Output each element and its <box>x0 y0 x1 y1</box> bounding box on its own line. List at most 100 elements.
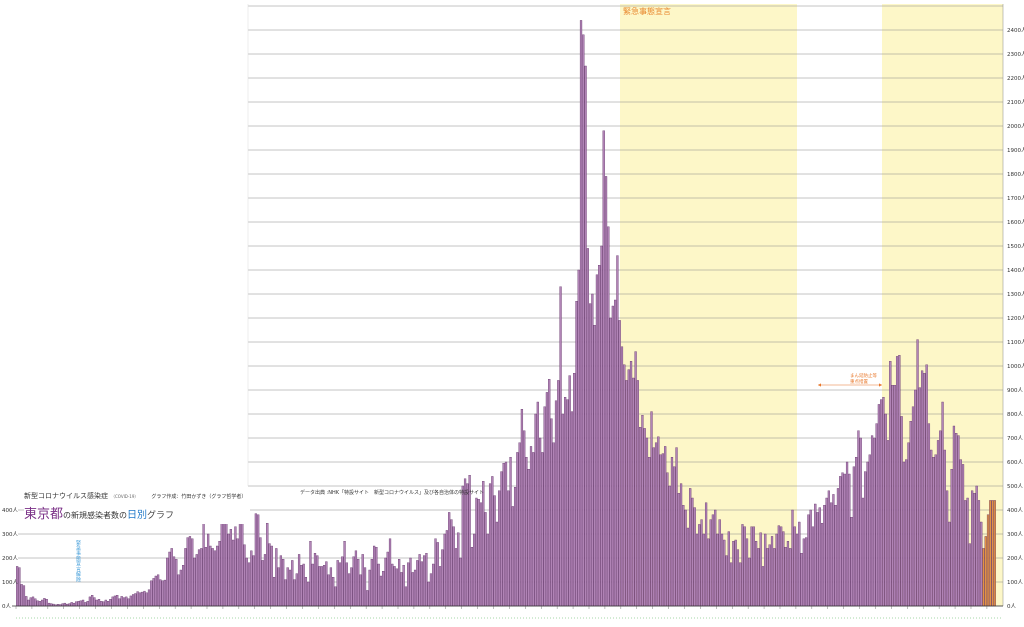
bar <box>245 557 248 607</box>
bar <box>216 545 219 607</box>
bar <box>259 537 262 607</box>
bar <box>930 449 933 607</box>
bar <box>734 539 737 607</box>
bar <box>193 557 196 607</box>
bar <box>141 591 144 607</box>
bar <box>729 562 733 607</box>
bar <box>634 351 637 607</box>
y-tick-label-left: 200人 <box>2 555 18 562</box>
bar <box>254 513 257 607</box>
bar <box>302 563 305 607</box>
bar <box>277 567 280 607</box>
bar <box>329 567 333 607</box>
bar <box>527 469 530 607</box>
bar <box>507 490 510 607</box>
bar <box>38 601 41 607</box>
bar <box>275 548 278 607</box>
bar <box>536 401 539 607</box>
bar <box>125 596 128 607</box>
y-tick-label-right: 400人 <box>1007 507 1023 514</box>
bar <box>91 595 94 607</box>
bar <box>620 346 624 607</box>
bar <box>968 543 971 607</box>
bar <box>36 600 39 607</box>
bar <box>268 543 271 607</box>
bar <box>766 548 769 607</box>
bar <box>679 483 683 607</box>
bar <box>991 500 994 607</box>
subtitle-text: 新型コロナウイルス感染症 <box>24 492 108 500</box>
bar <box>905 459 908 607</box>
bar <box>279 555 283 607</box>
bar <box>482 481 485 607</box>
bar <box>354 550 358 607</box>
bar <box>16 566 19 607</box>
bar <box>129 595 132 607</box>
y-tick-label-right: 2400人 <box>1007 27 1024 34</box>
bar <box>532 452 535 607</box>
bar <box>388 538 392 607</box>
bar <box>504 461 508 607</box>
bar <box>789 548 792 607</box>
bar <box>907 442 910 607</box>
bar <box>172 556 176 607</box>
bar <box>438 566 442 607</box>
bar <box>607 226 610 607</box>
bar <box>411 572 414 607</box>
bar <box>486 533 489 607</box>
y-tick-label-right: 2000人 <box>1007 123 1024 130</box>
bar <box>300 565 303 607</box>
bar <box>182 565 185 607</box>
bar <box>950 469 953 607</box>
bar <box>100 601 103 607</box>
bar <box>134 593 137 607</box>
bar <box>709 519 712 607</box>
y-tick-label-right: 1400人 <box>1007 267 1024 274</box>
y-tick-label-right: 500人 <box>1007 483 1023 490</box>
bar <box>313 553 317 607</box>
bar <box>875 423 878 607</box>
bar <box>732 541 735 607</box>
bar <box>568 375 571 607</box>
bar <box>373 545 376 607</box>
bar <box>645 437 649 607</box>
bar <box>584 65 587 607</box>
bar <box>22 585 26 607</box>
bar <box>161 580 164 607</box>
bar <box>41 599 44 607</box>
bar <box>543 406 546 607</box>
bar <box>959 459 962 607</box>
bar <box>104 599 107 607</box>
bar <box>870 435 874 607</box>
bar <box>579 20 583 607</box>
bar <box>332 577 335 607</box>
bar <box>564 397 567 607</box>
bar <box>297 554 301 607</box>
bar <box>170 548 173 607</box>
bar <box>395 568 398 607</box>
y-tick-label-left: 300人 <box>2 531 18 538</box>
bar <box>18 567 21 607</box>
bar <box>586 248 589 607</box>
bar <box>541 452 544 607</box>
bar <box>886 440 890 607</box>
bar <box>589 303 592 607</box>
bar <box>152 578 155 607</box>
bar <box>943 449 946 607</box>
bar <box>689 488 692 607</box>
y-tick-label-left: 100人 <box>2 579 18 586</box>
bar <box>307 581 310 607</box>
bar <box>693 507 696 607</box>
bar <box>363 567 367 607</box>
bar <box>773 548 776 607</box>
bar <box>436 542 439 607</box>
bar <box>368 569 371 607</box>
bar <box>648 457 651 607</box>
y-tick-label-right: 700人 <box>1007 435 1023 442</box>
y-tick-label-right: 2300人 <box>1007 51 1024 58</box>
bar <box>761 566 765 607</box>
bar <box>93 597 96 607</box>
bar <box>859 437 862 607</box>
